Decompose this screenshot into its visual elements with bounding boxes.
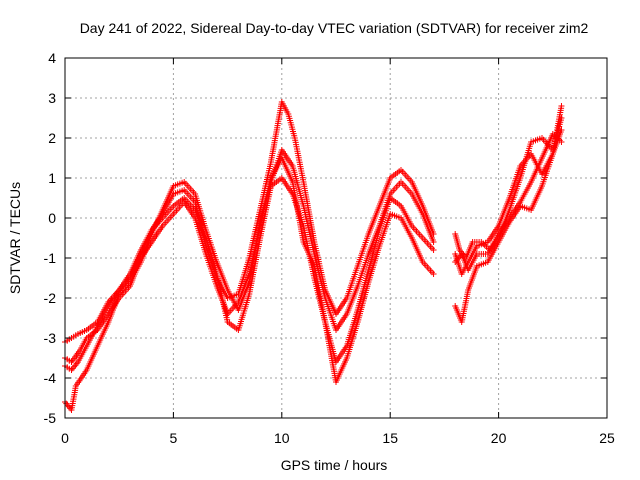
y-tick-label: 2 [48,130,56,146]
y-axis-label: SDTVAR / TECUs [7,182,23,294]
y-tick-label: -3 [44,330,57,346]
x-tick-label: 0 [61,430,69,446]
y-tick-label: 3 [48,90,56,106]
x-axis-label: GPS time / hours [281,457,388,473]
x-tick-label: 25 [599,430,615,446]
y-tick-label: -1 [44,250,57,266]
x-tick-label: 10 [274,430,290,446]
series-s4 [62,155,437,413]
series-markers [452,127,565,325]
y-tick-label: -4 [44,370,57,386]
y-tick-label: 1 [48,170,56,186]
x-tick-label: 15 [382,430,398,446]
chart-title: Day 241 of 2022, Sidereal Day-to-day VTE… [80,20,589,36]
series-markers [452,131,565,261]
y-tick-label: -2 [44,290,57,306]
plot-area-frame [64,57,608,419]
y-tick-label: 4 [48,50,56,66]
series-s7 [452,127,565,325]
x-tick-label: 5 [170,430,178,446]
series-s8 [452,131,565,261]
y-tick-label: -5 [44,410,57,426]
data-points [62,99,565,413]
series-markers [62,155,437,413]
axis-ticks: 0 5 10 15 20 25 -5 -4 -3 -2 -1 0 1 2 3 4 [44,50,615,446]
y-tick-label: 0 [48,210,56,226]
x-tick-label: 20 [491,430,507,446]
